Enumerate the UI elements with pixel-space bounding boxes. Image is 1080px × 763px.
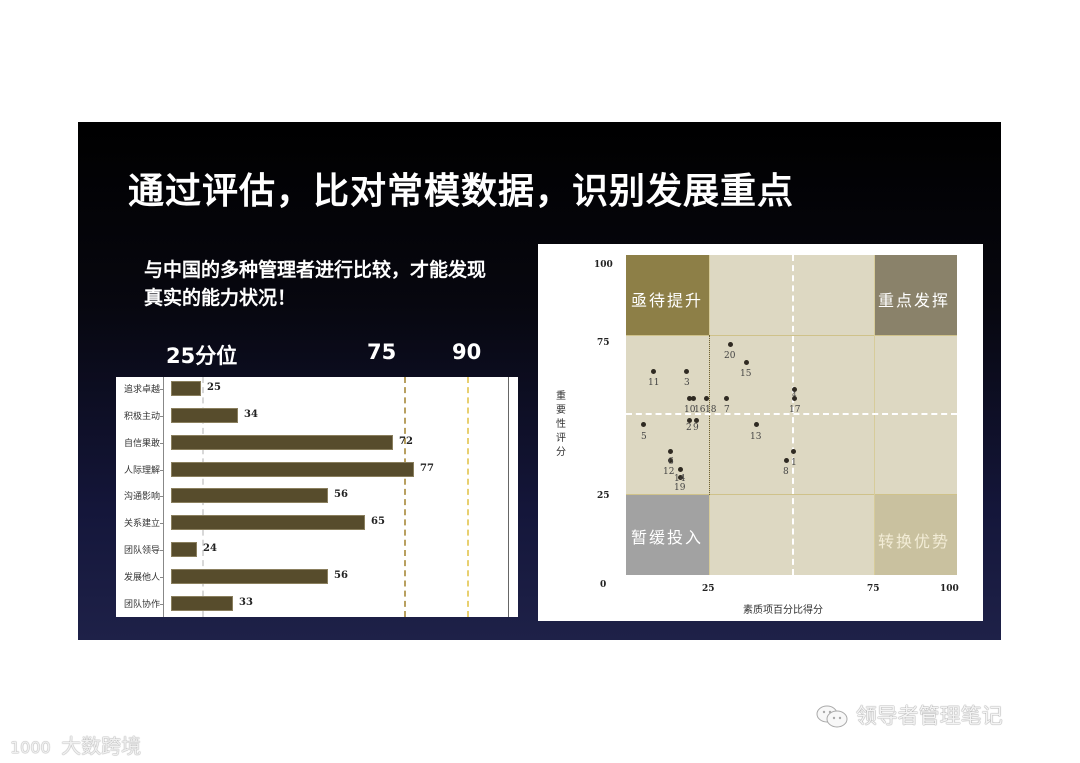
data-point xyxy=(684,369,689,374)
bar-label: 团队领导 xyxy=(123,546,160,556)
bar-label: 自信果敢 xyxy=(123,439,160,449)
x-axis-label: 素质项百分比得分 xyxy=(743,605,823,616)
y-tick: 0 xyxy=(600,580,607,590)
gridline-75 xyxy=(626,335,957,336)
gridline-25 xyxy=(626,494,957,495)
competency-bar-chart: 追求卓越 25 积极主动 34 自信果敢 72 人际理解 77 沟通影响 xyxy=(116,377,518,617)
median-line-y xyxy=(626,413,957,415)
quadrant-transform-advantage: 转换优势 xyxy=(874,494,957,575)
bar xyxy=(171,381,201,396)
slide-subtitle: 与中国的多种管理者进行比较，才能发现真实的能力状况！ xyxy=(144,259,487,309)
bar xyxy=(171,462,414,477)
data-point xyxy=(687,396,692,401)
watermark-right: 领导者管理笔记 xyxy=(815,700,1003,730)
chart-right-border xyxy=(508,377,509,617)
data-point xyxy=(668,449,673,454)
y-axis-line xyxy=(163,377,164,617)
data-point xyxy=(784,458,789,463)
y-axis-label: 重要性评分 xyxy=(556,391,566,458)
bar-value: 24 xyxy=(203,543,217,554)
x-tick: 25 xyxy=(702,584,715,594)
bar-label: 积极主动 xyxy=(123,412,160,422)
bar-label: 追求卓越 xyxy=(123,385,160,395)
bar-label: 沟通影响 xyxy=(123,492,160,502)
bar-label: 关系建立 xyxy=(123,519,160,529)
data-point xyxy=(792,387,797,392)
bar-value: 25 xyxy=(207,382,221,393)
bar-label: 团队协作 xyxy=(123,600,160,610)
bar xyxy=(171,569,328,584)
data-point xyxy=(651,369,656,374)
y-tick: 25 xyxy=(597,491,610,501)
data-point xyxy=(754,422,759,427)
data-point xyxy=(687,418,692,423)
bar-value: 77 xyxy=(420,463,434,474)
bar-value: 56 xyxy=(334,570,348,581)
reference-line-75 xyxy=(404,377,406,617)
data-point xyxy=(678,475,683,480)
bar xyxy=(171,515,365,530)
quadrant-improve-urgently: 亟待提升 xyxy=(626,255,709,335)
bar-value: 65 xyxy=(371,516,385,527)
bar-value: 33 xyxy=(239,597,253,608)
quadrant-scatter-chart: 100 75 25 0 25 75 100 重要性评分 素质项百分比得分 亟待提… xyxy=(538,244,983,621)
bar xyxy=(171,542,197,557)
data-point xyxy=(691,396,696,401)
data-point xyxy=(704,396,709,401)
wechat-icon xyxy=(815,704,849,730)
percentile-75-label: 75 xyxy=(367,340,397,364)
data-point xyxy=(791,449,796,454)
logo-icon: 1000 xyxy=(10,738,51,757)
watermark-left: 1000 大数跨境 xyxy=(10,730,141,759)
percentile-25-label: 25分位 xyxy=(166,344,238,368)
watermark-right-text: 领导者管理笔记 xyxy=(855,704,1003,728)
bar xyxy=(171,408,238,423)
watermark-left-text: 大数跨境 xyxy=(61,734,142,758)
data-point xyxy=(641,422,646,427)
data-point xyxy=(668,458,673,463)
bar xyxy=(171,435,393,450)
bar-label: 发展他人 xyxy=(123,573,160,583)
percentile-90-label: 90 xyxy=(452,340,482,364)
x-tick: 75 xyxy=(867,584,880,594)
bar-label: 人际理解 xyxy=(123,466,160,476)
dotted-line-x25 xyxy=(709,335,710,495)
data-point xyxy=(678,467,683,472)
bar-value: 56 xyxy=(334,489,348,500)
gridline-x75 xyxy=(874,255,875,575)
quadrant-leverage-strength: 重点发挥 xyxy=(874,255,957,335)
bar xyxy=(171,488,328,503)
data-point xyxy=(792,396,797,401)
y-tick: 75 xyxy=(597,338,610,348)
data-point xyxy=(728,342,733,347)
data-point xyxy=(744,360,749,365)
y-tick: 100 xyxy=(594,260,613,270)
slide: 通过评估，比对常模数据，识别发展重点 与中国的多种管理者进行比较，才能发现真实的… xyxy=(78,122,1001,640)
data-point xyxy=(724,396,729,401)
bar-value: 34 xyxy=(244,409,258,420)
slide-title: 通过评估，比对常模数据，识别发展重点 xyxy=(128,171,795,212)
plot-area: 亟待提升 重点发挥 暂缓投入 转换优势 20 15 11 xyxy=(626,255,957,575)
x-tick: 100 xyxy=(940,584,959,594)
reference-line-90 xyxy=(467,377,469,617)
quadrant-defer-investment: 暂缓投入 xyxy=(626,494,709,575)
data-point xyxy=(694,418,699,423)
median-line-x xyxy=(792,255,794,575)
bar-value: 72 xyxy=(399,436,413,447)
bar xyxy=(171,596,233,611)
